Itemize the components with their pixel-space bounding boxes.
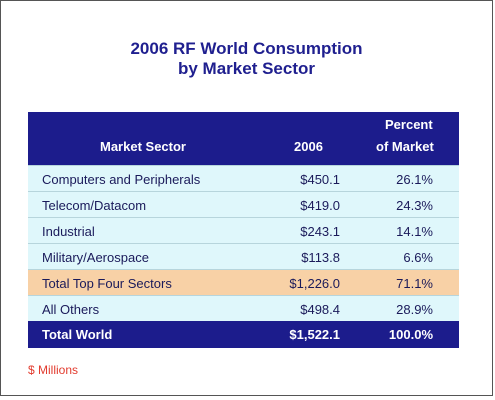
header-market-sector: Market Sector xyxy=(100,139,186,154)
row-sector: Industrial xyxy=(42,224,95,239)
table-row: Military/Aerospace $113.8 6.6% xyxy=(28,243,459,269)
row-percent: 14.1% xyxy=(396,224,433,239)
row-percent: 26.1% xyxy=(396,172,433,187)
title-line-1: 2006 RF World Consumption xyxy=(130,39,363,58)
table-row-total: Total World $1,522.1 100.0% xyxy=(28,321,459,348)
header-of-market: of Market xyxy=(376,139,434,154)
row-percent: 6.6% xyxy=(403,250,433,265)
table-row: Telecom/Datacom $419.0 24.3% xyxy=(28,191,459,217)
market-sector-table: Market Sector 2006 Percent of Market Com… xyxy=(28,112,459,348)
row-percent: 24.3% xyxy=(396,198,433,213)
table-row-highlight: Total Top Four Sectors $1,226.0 71.1% xyxy=(28,269,459,295)
table-row: Industrial $243.1 14.1% xyxy=(28,217,459,243)
title-line-2: by Market Sector xyxy=(178,59,315,78)
row-value: $1,226.0 xyxy=(289,276,340,291)
header-percent: Percent xyxy=(385,117,433,132)
row-percent: 71.1% xyxy=(396,276,433,291)
row-value: $498.4 xyxy=(300,302,340,317)
table-row: All Others $498.4 28.9% xyxy=(28,295,459,321)
row-sector: All Others xyxy=(42,302,100,317)
row-percent: 100.0% xyxy=(388,327,433,342)
row-sector: Military/Aerospace xyxy=(42,250,149,265)
row-value: $113.8 xyxy=(301,250,340,265)
row-value: $1,522.1 xyxy=(289,327,340,342)
row-sector: Computers and Peripherals xyxy=(42,172,201,187)
header-2006: 2006 xyxy=(294,139,323,154)
row-value: $450.1 xyxy=(300,172,340,187)
units-footnote: $ Millions xyxy=(28,363,79,377)
row-sector: Telecom/Datacom xyxy=(42,198,147,213)
row-sector: Total Top Four Sectors xyxy=(42,276,172,291)
table-header: Market Sector 2006 Percent of Market xyxy=(28,112,459,165)
row-sector: Total World xyxy=(42,327,113,342)
table-row: Computers and Peripherals $450.1 26.1% xyxy=(28,165,459,191)
row-percent: 28.9% xyxy=(396,302,433,317)
row-value: $419.0 xyxy=(300,198,340,213)
row-value: $243.1 xyxy=(300,224,340,239)
